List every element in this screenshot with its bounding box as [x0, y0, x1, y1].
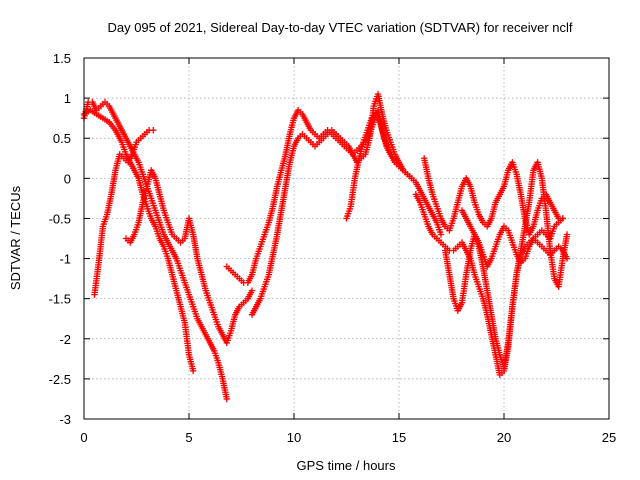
series-track-b: [80, 98, 230, 403]
y-tick-label: -0.5: [49, 211, 71, 226]
y-tick-label: -1: [59, 252, 71, 267]
y-tick-label: -1.5: [49, 292, 71, 307]
series-track-g: [343, 110, 405, 222]
x-tick-label: 0: [80, 430, 87, 445]
data-point: [397, 163, 405, 170]
marker-layer: [80, 90, 571, 403]
y-tick-label: 0: [64, 171, 71, 186]
data-point: [437, 231, 445, 238]
data-point: [150, 127, 157, 134]
y-tick-label: 1: [64, 91, 71, 106]
x-tick-label: 15: [392, 430, 406, 445]
y-tick-label: -2.5: [49, 372, 71, 387]
data-point: [223, 395, 230, 403]
series-track-f: [248, 90, 445, 318]
y-tick-label: 0.5: [53, 131, 71, 146]
data-point: [190, 367, 197, 375]
x-tick-label: 20: [497, 430, 511, 445]
x-tick-label: 10: [287, 430, 301, 445]
plot-frame: [83, 57, 610, 420]
chart-title: Day 095 of 2021, Sidereal Day-to-day VTE…: [107, 20, 572, 35]
x-tick-label: 25: [602, 430, 616, 445]
y-tick-label: -2: [59, 332, 71, 347]
series-track-d: [122, 167, 256, 346]
data-point: [248, 287, 256, 294]
x-tick-label: 5: [185, 430, 192, 445]
series-track-c: [91, 127, 157, 298]
x-axis-label: GPS time / hours: [297, 458, 396, 473]
series-track-k: [458, 207, 566, 270]
y-tick-label: -3: [59, 412, 71, 427]
tick-layer: 0 5 10 15 20 25 -3 -2.5 -2 -1.5 -1 -0.5 0 0.5 1 1.5: [49, 51, 617, 445]
data-point: [559, 215, 566, 222]
y-axis-label: SDTVAR / TECUs: [8, 185, 23, 290]
data-point: [563, 231, 571, 238]
y-tick-label: 1.5: [53, 51, 71, 66]
